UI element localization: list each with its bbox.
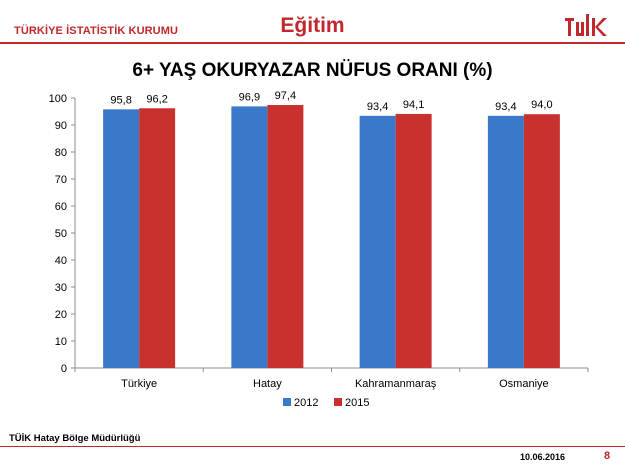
bar-2015-hatay — [267, 105, 304, 369]
footer-date: 10.06.2016 — [520, 452, 566, 462]
data-label: 94,0 — [531, 99, 552, 111]
data-label: 94,1 — [403, 99, 424, 111]
y-tick-label: 100 — [49, 93, 67, 105]
header-divider — [0, 42, 625, 44]
bar-2012-türkiye — [103, 109, 140, 368]
chart-title: 6+ YAŞ OKURYAZAR NÜFUS ORANI (%) — [132, 60, 493, 81]
page-number: 8 — [604, 450, 611, 462]
y-tick-label: 40 — [55, 255, 67, 267]
x-category-label: Türkiye — [121, 378, 157, 390]
y-tick-label: 20 — [55, 309, 67, 321]
tuik-logo — [565, 14, 607, 36]
footer-office: TÜİK Hatay Bölge Müdürlüğü — [9, 433, 141, 444]
x-category-label: Kahramanmaraş — [355, 378, 437, 390]
bar-2015-türkiye — [139, 108, 176, 368]
x-category-label: Hatay — [253, 378, 282, 390]
data-label: 96,2 — [146, 93, 167, 105]
y-tick-label: 10 — [55, 336, 67, 348]
bar-2015-kahramanmaraş — [395, 113, 432, 369]
y-tick-label: 80 — [55, 147, 67, 159]
y-tick-label: 90 — [55, 120, 67, 132]
bar-2012-kahramanmaraş — [359, 115, 396, 368]
y-tick-label: 0 — [61, 363, 67, 375]
footer-divider — [0, 446, 625, 447]
y-tick-label: 60 — [55, 201, 67, 213]
legend-swatch-2015 — [334, 398, 342, 406]
bar-2015-osmaniye — [523, 114, 560, 368]
legend-label: 2012 — [294, 397, 318, 409]
bar-2012-hatay — [231, 106, 268, 369]
y-tick-label: 70 — [55, 174, 67, 186]
y-tick-label: 50 — [55, 228, 67, 240]
x-category-label: Osmaniye — [499, 378, 549, 390]
organization-name: TÜRKİYE İSTATİSTİK KURUMU — [14, 25, 179, 37]
legend-label: 2015 — [345, 397, 369, 409]
data-label: 93,4 — [495, 101, 516, 113]
data-label: 97,4 — [275, 90, 296, 102]
legend-swatch-2012 — [283, 398, 291, 406]
data-label: 96,9 — [239, 91, 260, 103]
page-topic: Eğitim — [280, 14, 345, 37]
data-label: 93,4 — [367, 101, 388, 113]
bar-2012-osmaniye — [487, 115, 524, 368]
y-tick-label: 30 — [55, 282, 67, 294]
data-label: 95,8 — [110, 94, 131, 106]
